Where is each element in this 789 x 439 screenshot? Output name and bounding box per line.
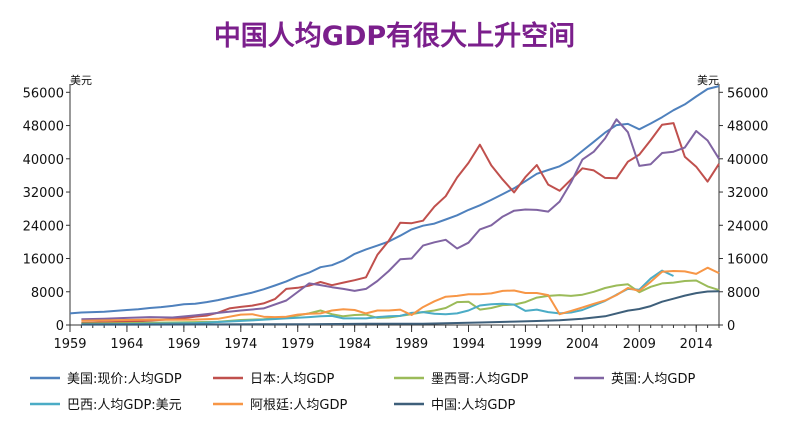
series-line-6 (81, 290, 720, 326)
legend-label-3: 英国:人均GDP (611, 372, 695, 387)
legend-label-6: 中国:人均GDP (431, 398, 515, 413)
series-line-1 (81, 122, 720, 324)
y-tick-label-right: 0 (727, 319, 735, 334)
legend-label-4: 巴西:人均GDP:美元 (67, 398, 182, 413)
y-unit-left: 美元 (70, 74, 92, 87)
y-tick-label-right: 32000 (727, 186, 768, 201)
y-tick-label-left: 16000 (23, 253, 64, 268)
x-tick-label: 1979 (281, 337, 314, 352)
y-tick-label-left: 8000 (31, 286, 64, 301)
y-tick-label-left: 32000 (23, 186, 64, 201)
y-tick-label-right: 40000 (727, 153, 768, 168)
y-tick-label-right: 48000 (727, 120, 768, 135)
legend-label-1: 日本:人均GDP (250, 372, 334, 387)
legend-label-0: 美国:现价:人均GDP (67, 372, 182, 387)
x-tick-label: 1964 (110, 337, 143, 352)
y-tick-label-right: 24000 (727, 219, 768, 234)
series-line-4 (81, 269, 674, 326)
series-line-5 (81, 266, 720, 322)
chart-title: 中国人均GDP有很大上升空间 (213, 21, 576, 52)
x-tick-label: 1974 (224, 337, 257, 352)
legend-label-5: 阿根廷:人均GDP (250, 398, 347, 413)
y-tick-label-right: 8000 (727, 286, 760, 301)
y-unit-right: 美元 (697, 74, 719, 87)
series-line-3 (81, 118, 720, 321)
x-tick-label: 1969 (167, 337, 200, 352)
y-tick-label-left: 48000 (23, 120, 64, 135)
series-line-0 (69, 85, 720, 315)
y-tick-label-left: 40000 (23, 153, 64, 168)
x-tick-label: 1984 (338, 337, 371, 352)
x-tick-label: 2014 (680, 337, 713, 352)
x-tick-label: 1999 (509, 337, 542, 352)
y-tick-label-left: 0 (56, 319, 64, 334)
legend-label-2: 墨西哥:人均GDP (431, 372, 528, 387)
y-tick-label-right: 16000 (727, 253, 768, 268)
x-tick-label: 2009 (623, 337, 656, 352)
x-tick-label: 1959 (53, 337, 86, 352)
y-tick-label-left: 56000 (23, 86, 64, 101)
y-tick-label-left: 24000 (23, 219, 64, 234)
x-tick-label: 1989 (395, 337, 428, 352)
x-tick-label: 1994 (452, 337, 485, 352)
y-tick-label-right: 56000 (727, 86, 768, 101)
x-tick-label: 2004 (566, 337, 599, 352)
